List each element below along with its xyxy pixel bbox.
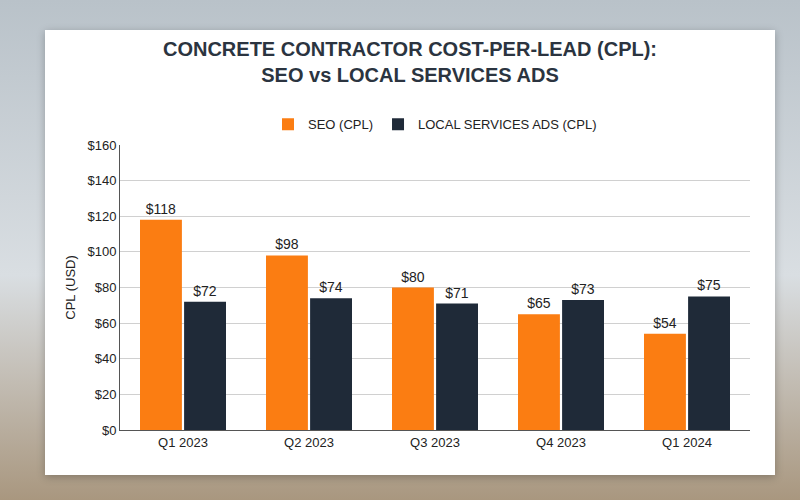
svg-text:Q3 2023: Q3 2023: [410, 435, 460, 450]
svg-text:$54: $54: [653, 315, 677, 331]
svg-text:$80: $80: [95, 280, 117, 295]
svg-text:$80: $80: [401, 269, 425, 285]
svg-text:$140: $140: [87, 173, 116, 188]
svg-text:$75: $75: [697, 277, 721, 293]
svg-text:$40: $40: [95, 351, 117, 366]
svg-text:$60: $60: [95, 316, 117, 331]
svg-text:Q1 2024: Q1 2024: [662, 435, 712, 450]
svg-text:$71: $71: [445, 285, 469, 301]
svg-text:LOCAL SERVICES ADS (CPL): LOCAL SERVICES ADS (CPL): [418, 117, 596, 132]
svg-text:$120: $120: [87, 209, 116, 224]
svg-text:$160: $160: [87, 138, 116, 153]
svg-text:$0: $0: [102, 423, 116, 438]
svg-text:$118: $118: [146, 201, 176, 217]
svg-text:Q1 2023: Q1 2023: [158, 435, 208, 450]
svg-text:$72: $72: [193, 283, 217, 299]
svg-text:$98: $98: [275, 236, 299, 252]
svg-text:$65: $65: [527, 295, 551, 311]
svg-text:$73: $73: [571, 281, 595, 297]
svg-text:$20: $20: [95, 387, 117, 402]
svg-text:CPL (USD): CPL (USD): [63, 255, 78, 320]
svg-text:Q2 2023: Q2 2023: [284, 435, 334, 450]
svg-text:Q4 2023: Q4 2023: [536, 435, 586, 450]
svg-text:$100: $100: [87, 244, 116, 259]
svg-text:SEO (CPL): SEO (CPL): [308, 117, 373, 132]
svg-text:CONCRETE CONTRACTOR COST-PER-L: CONCRETE CONTRACTOR COST-PER-LEAD (CPL):…: [163, 38, 657, 86]
svg-text:$74: $74: [319, 279, 343, 295]
